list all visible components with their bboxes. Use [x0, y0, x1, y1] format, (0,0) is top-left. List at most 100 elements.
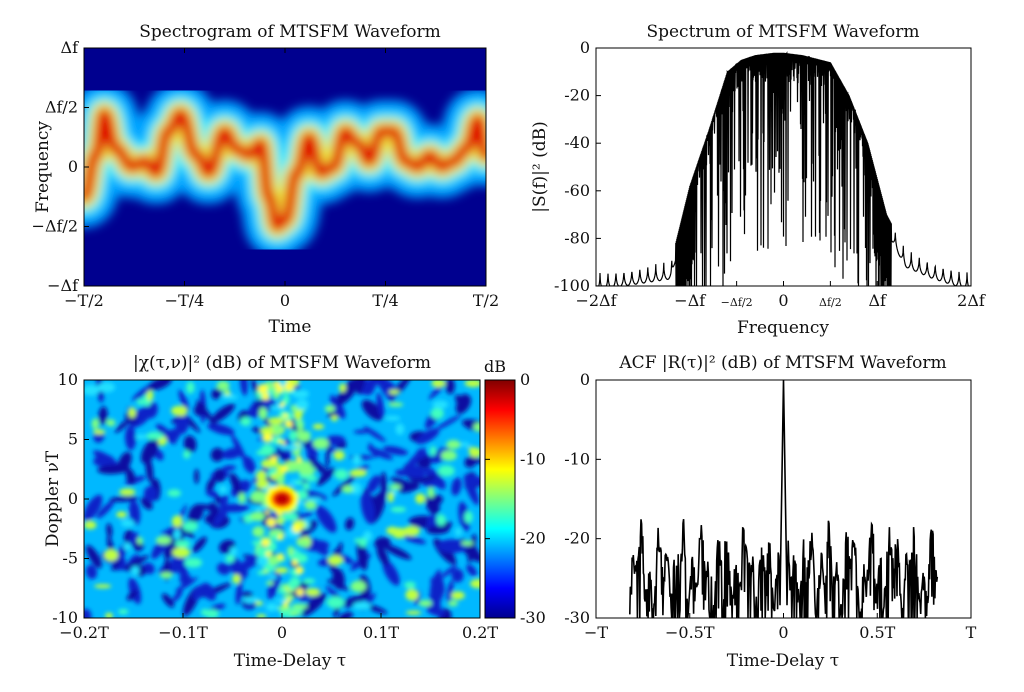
- acf-xtick-label: 0: [778, 623, 788, 642]
- spectrogram-ytick-label: Δf/2: [45, 98, 78, 117]
- ambiguity-low-blob: [213, 508, 228, 527]
- ambiguity-low-blob: [338, 611, 354, 618]
- colorbar: [484, 379, 516, 619]
- ambiguity-mid-blob: [282, 594, 295, 600]
- ambiguity-mid-blob: [282, 512, 299, 521]
- ambiguity-low-blob: [382, 559, 400, 586]
- ambiguity-title: |χ(τ,ν)|² (dB) of MTSFM Waveform: [133, 353, 431, 373]
- ambiguity-low-blob: [404, 465, 426, 479]
- ambiguity-ylabel: Doppler νT: [43, 450, 63, 547]
- ambiguity-mid-blob: [155, 536, 172, 545]
- ambiguity-mid-blob: [460, 442, 470, 447]
- acf-xtick-label: T: [966, 623, 977, 642]
- ambiguity-mid-blob: [291, 604, 308, 609]
- ambiguity-mid-blob: [431, 380, 446, 388]
- ambiguity-mid-blob: [128, 407, 136, 418]
- ambiguity-mid-blob: [274, 518, 285, 524]
- ambiguity-mid-blob: [281, 444, 300, 450]
- ambiguity-mid-blob: [312, 437, 329, 450]
- ambiguity-mid-blob: [256, 479, 269, 489]
- spectrum-ylabel: |S(f)|² (dB): [530, 121, 550, 213]
- spectrogram-panel: Spectrogram of MTSFM Waveform −T/2 −T/4 0 T…: [32, 22, 500, 337]
- ambiguity-mid-blob: [84, 520, 97, 530]
- ambiguity-mid-blob: [468, 446, 477, 453]
- ambiguity-low-blob: [451, 568, 464, 583]
- spectrum-xtick-label: 0: [778, 291, 788, 310]
- ambiguity-mid-blob: [183, 450, 191, 459]
- acf-line: [629, 380, 939, 618]
- ambiguity-image: [84, 380, 480, 618]
- ambiguity-mid-blob: [305, 588, 320, 597]
- spectrogram-ylabel: Frequency: [33, 121, 53, 213]
- ambiguity-mid-blob: [461, 540, 474, 546]
- ambiguity-mid-blob: [350, 482, 362, 495]
- ambiguity-ytick-label: -10: [52, 608, 78, 627]
- spectrogram-ridge-group: [84, 82, 486, 258]
- ambiguity-high-blob: [279, 401, 285, 408]
- ambiguity-high-blob: [284, 420, 293, 429]
- ambiguity-mid-blob: [384, 415, 401, 421]
- ambiguity-mid-blob: [266, 581, 274, 586]
- ambiguity-low-blob: [97, 464, 131, 475]
- ambiguity-low-blob: [382, 544, 412, 560]
- ambiguity-low-blob: [154, 449, 164, 461]
- spectrogram-xtick-label: −T/4: [165, 291, 205, 310]
- ambiguity-low-blob: [440, 564, 458, 579]
- spectrogram-ytick-label: Δf: [61, 38, 80, 57]
- ambiguity-high-blob: [277, 534, 284, 541]
- ambiguity-ytick-label: -5: [62, 549, 78, 568]
- ambiguity-high-blob: [266, 517, 276, 527]
- ambiguity-mid-blob: [216, 380, 230, 391]
- ambiguity-mid-blob: [305, 474, 317, 482]
- ambiguity-mid-blob: [405, 610, 422, 615]
- ambiguity-mid-blob: [267, 417, 285, 425]
- ambiguity-mid-blob: [263, 563, 275, 572]
- ambiguity-mid-blob: [297, 432, 311, 442]
- ambiguity-low-blob: [230, 434, 247, 462]
- ambiguity-low-blob: [85, 564, 98, 580]
- ambiguity-mid-blob: [84, 384, 100, 396]
- ambiguity-low-blob: [430, 577, 443, 600]
- spectrum-ticks: −2Δf −Δf −Δf/2 0 Δf/2 Δf 2Δf 0 -20 -40 -60 -80 -100: [554, 38, 986, 310]
- ambiguity-low-blob: [363, 426, 386, 443]
- spectrum-title: Spectrum of MTSFM Waveform: [646, 22, 919, 42]
- ambiguity-ytick-label: 10: [58, 370, 78, 389]
- ambiguity-low-blob: [192, 536, 207, 553]
- spectrogram-xtick-label: T/2: [473, 291, 499, 310]
- ambiguity-high-blob: [286, 598, 292, 603]
- ambiguity-mid-blob: [260, 426, 273, 436]
- ambiguity-mid-blob: [464, 380, 480, 388]
- ambiguity-high-blob: [277, 553, 284, 560]
- spectrogram-xtick-label: 0: [280, 291, 290, 310]
- ambiguity-low-blob: [199, 504, 218, 512]
- ambiguity-mid-blob: [352, 601, 371, 610]
- ambiguity-mid-blob: [289, 610, 300, 616]
- ambiguity-mid-blob: [119, 488, 136, 496]
- ambiguity-low-blob: [435, 414, 462, 431]
- ambiguity-peak: [266, 485, 298, 513]
- ambiguity-low-blob: [211, 403, 235, 423]
- ambiguity-high-blob: [262, 432, 273, 443]
- ambiguity-low-blob: [206, 477, 216, 492]
- spectrum-ytick-label: -80: [564, 228, 590, 247]
- ambiguity-mid-blob: [334, 469, 349, 480]
- ambiguity-mid-blob: [295, 480, 304, 485]
- ambiguity-mid-blob: [324, 405, 336, 413]
- ambiguity-low-blob: [416, 475, 436, 483]
- ambiguity-mid-blob: [256, 470, 267, 482]
- ambiguity-mid-blob: [451, 591, 465, 600]
- spectrogram-title: Spectrogram of MTSFM Waveform: [139, 22, 440, 42]
- ambiguity-mid-blob: [446, 439, 461, 450]
- ambiguity-high-blob: [262, 392, 270, 401]
- ambiguity-mid-blob: [267, 541, 277, 552]
- acf-ytick-label: -30: [564, 608, 590, 627]
- ambiguity-mid-blob: [272, 424, 283, 434]
- ambiguity-low-blob: [332, 474, 357, 497]
- ambiguity-mid-blob: [229, 546, 238, 557]
- ambiguity-mid-blob: [455, 527, 462, 537]
- ambiguity-mid-blob: [333, 450, 345, 461]
- acf-xtick-label: −0.5T: [665, 623, 715, 642]
- ambiguity-xlabel: Time-Delay τ: [234, 651, 346, 671]
- ambiguity-low-blob: [376, 545, 389, 566]
